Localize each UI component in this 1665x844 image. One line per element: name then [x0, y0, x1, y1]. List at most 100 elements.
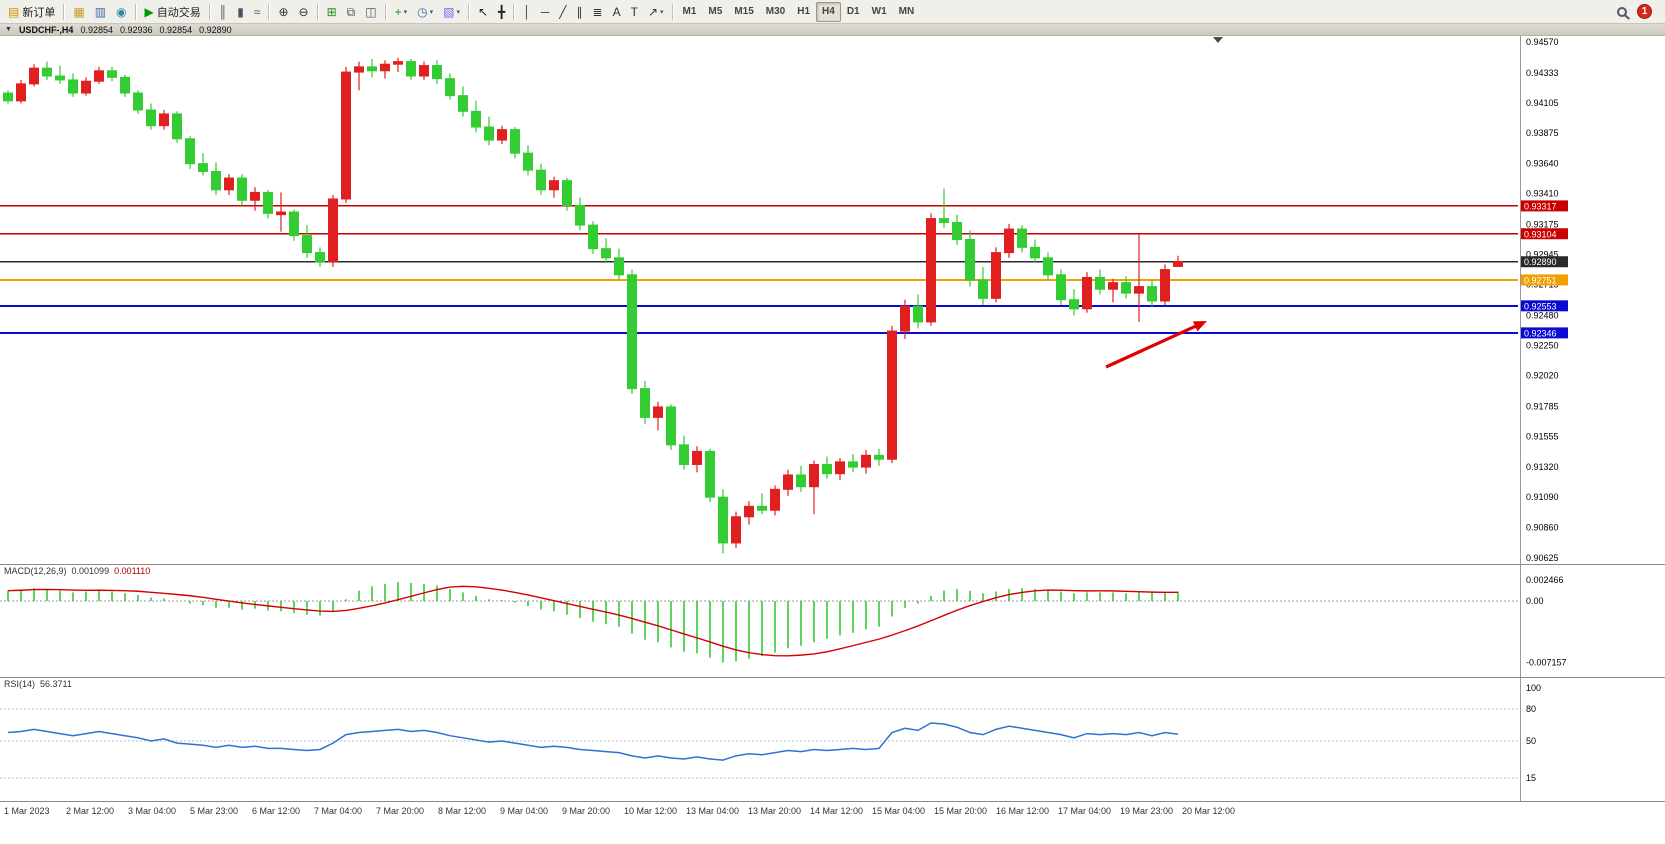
candle-body	[1069, 299, 1079, 310]
tile-windows-button[interactable]: ⊞	[322, 2, 342, 22]
text-button[interactable]: A	[608, 2, 626, 22]
cascade-windows-button[interactable]: ⧉	[342, 2, 361, 22]
macd-panel[interactable]: MACD(12,26,9) 0.001099 0.001110 0.002466…	[0, 564, 1665, 677]
candle-body	[94, 70, 104, 82]
profiles-button[interactable]: ◷ ▾	[412, 2, 438, 22]
navigator-button[interactable]: ◉	[111, 2, 131, 22]
candle-body	[354, 66, 364, 73]
arrow-annotation-shaft[interactable]	[1105, 322, 1201, 369]
timeframe-m1-label: M1	[682, 6, 697, 17]
price-axis-label: 0.94105	[1526, 98, 1559, 108]
price-axis-label: 0.93410	[1526, 189, 1559, 199]
timeframe-m5-button[interactable]: M5	[702, 2, 728, 22]
price-badge	[1521, 256, 1568, 268]
market-watch-button[interactable]: ▦	[68, 2, 89, 22]
autotrading-button[interactable]: ▶ 自动交易	[140, 2, 206, 22]
main-chart-panel[interactable]: 0.94570 0.94333 0.94105 0.93875 0.93640 0.934…	[0, 36, 1665, 564]
chart-menu-icon[interactable]: ▼	[5, 26, 12, 33]
main-chart-canvas[interactable]: 0.94570 0.94333 0.94105 0.93875 0.93640 0.934…	[0, 36, 1665, 564]
candle-body	[289, 211, 299, 237]
timeframe-m1-button[interactable]: M1	[677, 2, 703, 22]
profiles-caret-icon[interactable]: ▾	[429, 8, 434, 16]
zoom-out-button[interactable]: ⊖	[294, 2, 314, 22]
time-axis-label: 19 Mar 23:00	[1120, 806, 1174, 816]
toolbar-separator	[467, 3, 470, 20]
new-chart-icon: +	[394, 4, 402, 19]
toolbar-separator	[316, 3, 319, 20]
price-axis-label: 0.91555	[1526, 431, 1559, 441]
fibonacci-retracement-icon: ≣	[592, 4, 603, 19]
text-label-button[interactable]: T	[626, 2, 643, 22]
arrow-annotation-head[interactable]	[1192, 321, 1207, 332]
data-window-icon: ▥	[94, 4, 107, 19]
timeframe-h4-button[interactable]: H4	[816, 1, 841, 22]
candle-body	[679, 444, 689, 465]
timeframe-w1-button[interactable]: W1	[866, 2, 893, 22]
chart-symbol-title: USDCHF-,H4	[18, 24, 74, 35]
fibonacci-retracement-button[interactable]: ≣	[588, 2, 608, 22]
candle-body	[1095, 276, 1105, 290]
horizontal-line-icon: ─	[540, 4, 550, 19]
notification-badge[interactable]: 1	[1637, 4, 1652, 19]
candle-body	[276, 211, 286, 216]
rsi-canvas[interactable]: 100 80 50 15	[0, 678, 1665, 801]
trendline-button[interactable]: ╱	[554, 2, 571, 22]
equidistant-channel-button[interactable]: ∥	[572, 2, 588, 22]
arrows-caret-icon[interactable]: ▾	[660, 8, 664, 16]
candle-body	[510, 129, 520, 154]
candle-body	[393, 61, 403, 65]
macd-axis-label: -0.007157	[1526, 658, 1567, 668]
timeframe-mn-button[interactable]: MN	[893, 2, 921, 22]
candle-body	[302, 235, 312, 254]
time-axis-label: 10 Mar 12:00	[624, 806, 678, 816]
candle-body	[913, 305, 923, 323]
arrange-windows-button[interactable]: ◫	[360, 2, 381, 22]
autotrading-icon: ▶	[144, 4, 154, 19]
macd-canvas[interactable]: 0.002466 0.00 -0.007157	[0, 565, 1665, 677]
market-watch-icon: ▦	[73, 4, 85, 19]
timeframe-m15-button[interactable]: M15	[728, 2, 759, 22]
bar-chart-type-button[interactable]: ║	[214, 2, 233, 22]
candle-body	[978, 279, 988, 299]
crosshair-button[interactable]: ╋	[493, 2, 510, 22]
time-axis-label: 9 Mar 04:00	[500, 806, 549, 816]
candle-body	[900, 305, 910, 332]
macd-signal-line	[7, 585, 1179, 657]
scroll-position-marker[interactable]	[1213, 37, 1223, 43]
candle-body	[874, 454, 884, 460]
candle-body	[705, 450, 715, 498]
candle-body	[757, 505, 767, 511]
templates-caret-icon[interactable]: ▾	[456, 8, 460, 16]
price-axis-label: 0.93875	[1526, 128, 1559, 138]
candle-body	[627, 274, 637, 390]
timeframe-d1-button[interactable]: D1	[841, 2, 866, 22]
cursor-button[interactable]: ↖	[473, 2, 493, 22]
candle-body	[42, 67, 52, 77]
zoom-in-button[interactable]: ⊕	[273, 2, 293, 22]
candle-body	[159, 113, 169, 127]
templates-button[interactable]: ▧ ▾	[438, 2, 465, 22]
cascade-windows-icon: ⧉	[346, 4, 356, 19]
time-axis[interactable]: 1 Mar 2023 2 Mar 12:00 3 Mar 04:00 5 Mar 23…	[0, 801, 1665, 821]
data-window-button[interactable]: ▥	[90, 2, 111, 22]
price-badge	[1521, 200, 1568, 212]
time-axis-label: 13 Mar 20:00	[748, 806, 802, 816]
timeframe-m30-button[interactable]: M30	[760, 2, 791, 22]
time-axis-label: 2 Mar 12:00	[66, 806, 115, 816]
timeframe-h1-button[interactable]: H1	[791, 2, 816, 22]
candle-body	[588, 224, 598, 250]
new-order-button[interactable]: ▤ 新订单	[3, 2, 60, 22]
search-icon[interactable]	[1617, 6, 1627, 17]
arrows-button[interactable]: ↗ ▾	[643, 2, 669, 22]
profiles-icon: ◷	[417, 4, 428, 19]
line-chart-type-button[interactable]: ≈	[249, 2, 266, 22]
horizontal-line-button[interactable]: ─	[536, 2, 555, 22]
candlestick-type-button[interactable]: ▮	[232, 2, 249, 22]
time-axis-label: 1 Mar 2023	[4, 806, 50, 816]
price-badge-label: 0.92553	[1524, 301, 1557, 311]
vertical-line-button[interactable]: │	[518, 2, 536, 22]
new-chart-button[interactable]: + ▾	[390, 2, 413, 22]
new-chart-caret-icon[interactable]: ▾	[403, 8, 408, 16]
rsi-panel[interactable]: RSI(14) 56.3711 100 80 50 15	[0, 677, 1665, 801]
candle-body	[991, 252, 1001, 299]
